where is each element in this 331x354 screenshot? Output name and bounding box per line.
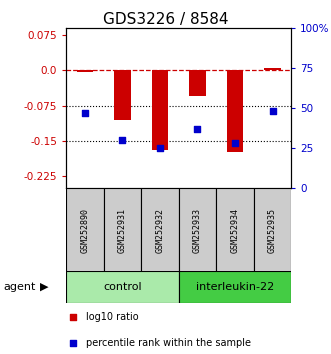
Text: log10 ratio: log10 ratio xyxy=(86,312,139,322)
Bar xyxy=(114,70,131,120)
Text: GSM252935: GSM252935 xyxy=(268,207,277,253)
Bar xyxy=(104,188,141,273)
Point xyxy=(82,110,88,116)
Text: GDS3226 / 8584: GDS3226 / 8584 xyxy=(103,12,228,27)
Text: control: control xyxy=(103,282,142,292)
Point xyxy=(195,126,200,132)
Point xyxy=(157,145,163,151)
Point xyxy=(70,340,75,346)
Bar xyxy=(76,70,93,72)
Point xyxy=(70,314,75,320)
Bar xyxy=(152,70,168,150)
Bar xyxy=(66,188,104,273)
Bar xyxy=(226,70,243,153)
Text: ▶: ▶ xyxy=(40,282,49,292)
Bar xyxy=(179,188,216,273)
Bar xyxy=(141,188,179,273)
Text: GSM252931: GSM252931 xyxy=(118,207,127,253)
Text: GSM252890: GSM252890 xyxy=(80,207,89,253)
Text: agent: agent xyxy=(3,282,36,292)
Bar xyxy=(264,68,281,70)
Text: GSM252932: GSM252932 xyxy=(156,207,165,253)
Bar xyxy=(179,271,291,303)
Point xyxy=(270,108,275,114)
Text: interleukin-22: interleukin-22 xyxy=(196,282,274,292)
Point xyxy=(120,137,125,143)
Bar xyxy=(254,188,291,273)
Bar xyxy=(66,271,179,303)
Bar xyxy=(189,70,206,96)
Text: GSM252934: GSM252934 xyxy=(230,207,240,253)
Text: percentile rank within the sample: percentile rank within the sample xyxy=(86,338,252,348)
Point xyxy=(232,140,238,146)
Bar xyxy=(216,188,254,273)
Text: GSM252933: GSM252933 xyxy=(193,207,202,253)
